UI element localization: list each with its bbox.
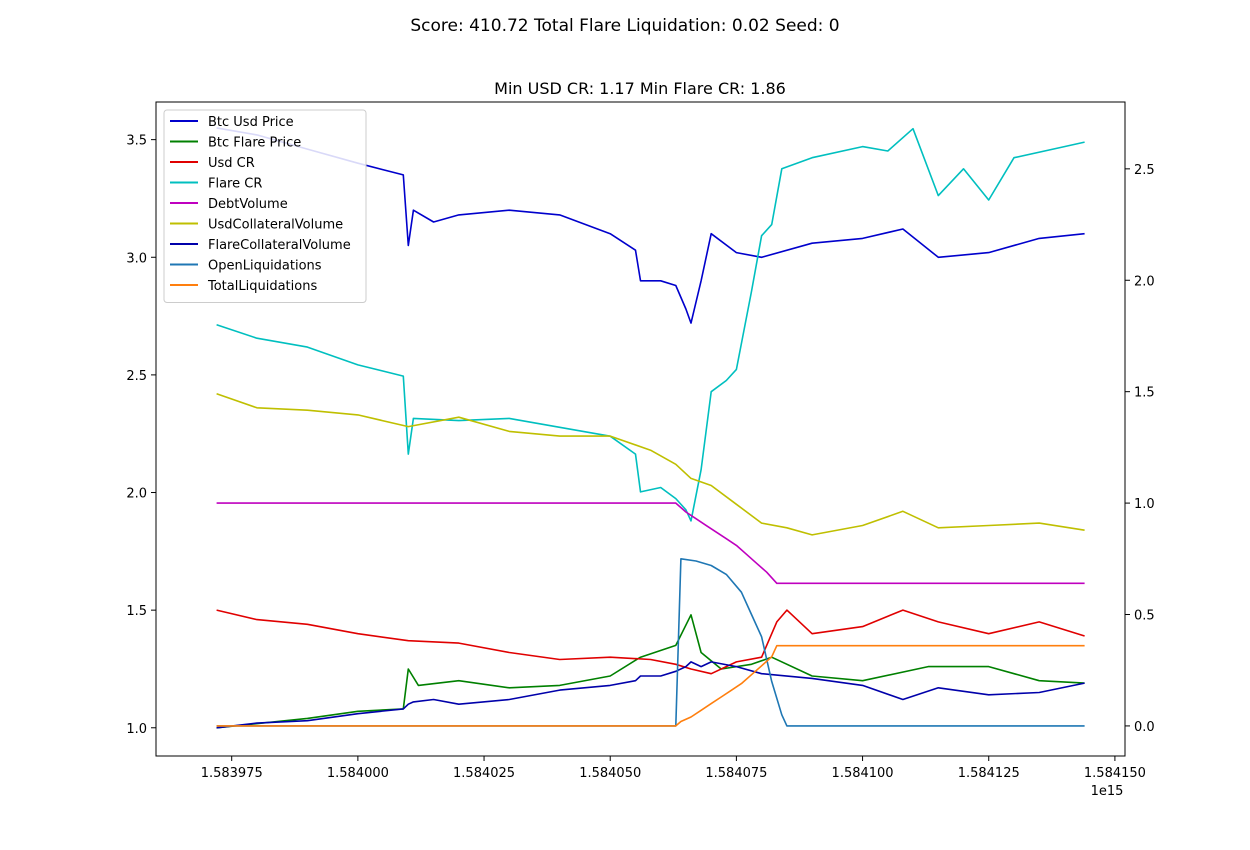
x-tick-label: 1.584100	[832, 766, 894, 781]
y-left-tick-label: 1.5	[126, 604, 147, 619]
x-tick-label: 1.584075	[705, 766, 767, 781]
x-tick-label: 1.583975	[201, 766, 263, 781]
legend-label: UsdCollateralVolume	[208, 218, 343, 233]
plot-frame	[155, 101, 1126, 757]
x-tick-label: 1.584150	[1084, 766, 1146, 781]
series-line-debtvolume	[216, 502, 1085, 585]
series-line-flare-cr	[216, 127, 1085, 522]
x-tick-label: 1.584125	[958, 766, 1020, 781]
y-left-tick-label: 2.0	[126, 487, 147, 502]
legend-label: Btc Flare Price	[208, 136, 301, 151]
y-right-tick-label: 1.0	[1134, 497, 1155, 512]
legend-box	[163, 109, 367, 303]
series-line-openliquidations	[216, 557, 1085, 727]
legend-label: Btc Usd Price	[208, 115, 294, 130]
legend-label: OpenLiquidations	[208, 259, 322, 274]
y-right-tick-label: 2.0	[1134, 274, 1155, 289]
x-axis: 1.583975 1.584000 1.584025 1.584050 1.584075…	[201, 756, 1146, 781]
legend-label: Flare CR	[208, 177, 262, 192]
series-line-btc-usd-price	[216, 127, 1085, 324]
y-axis-right: 0.0 0.5 1.0 1.5 2.0 2.5	[1125, 163, 1155, 735]
y-right-tick-label: 2.5	[1134, 163, 1155, 178]
x-tick-label: 1.584050	[579, 766, 641, 781]
legend-label: DebtVolume	[208, 197, 288, 212]
figure-suptitle: Score: 410.72 Total Flare Liquidation: 0…	[410, 16, 839, 36]
y-right-tick-label: 1.5	[1134, 386, 1155, 401]
legend: Btc Usd Price Btc Flare Price Usd CR Flare …	[163, 109, 367, 303]
legend-label: FlareCollateralVolume	[208, 238, 351, 253]
y-right-tick-label: 0.5	[1134, 609, 1155, 624]
legend-label: TotalLiquidations	[207, 279, 317, 294]
y-axis-left: 1.0 1.5 2.0 2.5 3.0 3.5	[126, 134, 156, 737]
y-left-tick-label: 3.0	[126, 251, 147, 266]
x-tick-label: 1.584025	[453, 766, 515, 781]
y-left-tick-label: 3.5	[126, 134, 147, 149]
series-line-btc-flare-price	[216, 613, 1085, 729]
y-left-tick-label: 2.5	[126, 369, 147, 384]
axes-title: Min USD CR: 1.17 Min Flare CR: 1.86	[494, 79, 786, 98]
x-tick-label: 1.584000	[327, 766, 389, 781]
series-line-usd-cr	[216, 609, 1085, 675]
series-line-flarecollateralvolume	[216, 661, 1085, 729]
y-right-tick-label: 0.0	[1134, 720, 1155, 735]
y-left-tick-label: 1.0	[126, 722, 147, 737]
series-line-totalliquidations	[216, 644, 1085, 727]
x-offset-label: 1e15	[1091, 784, 1124, 799]
series-lines	[216, 127, 1085, 729]
series-line-usdcollateralvolume	[216, 392, 1085, 536]
legend-label: Usd CR	[208, 156, 255, 171]
